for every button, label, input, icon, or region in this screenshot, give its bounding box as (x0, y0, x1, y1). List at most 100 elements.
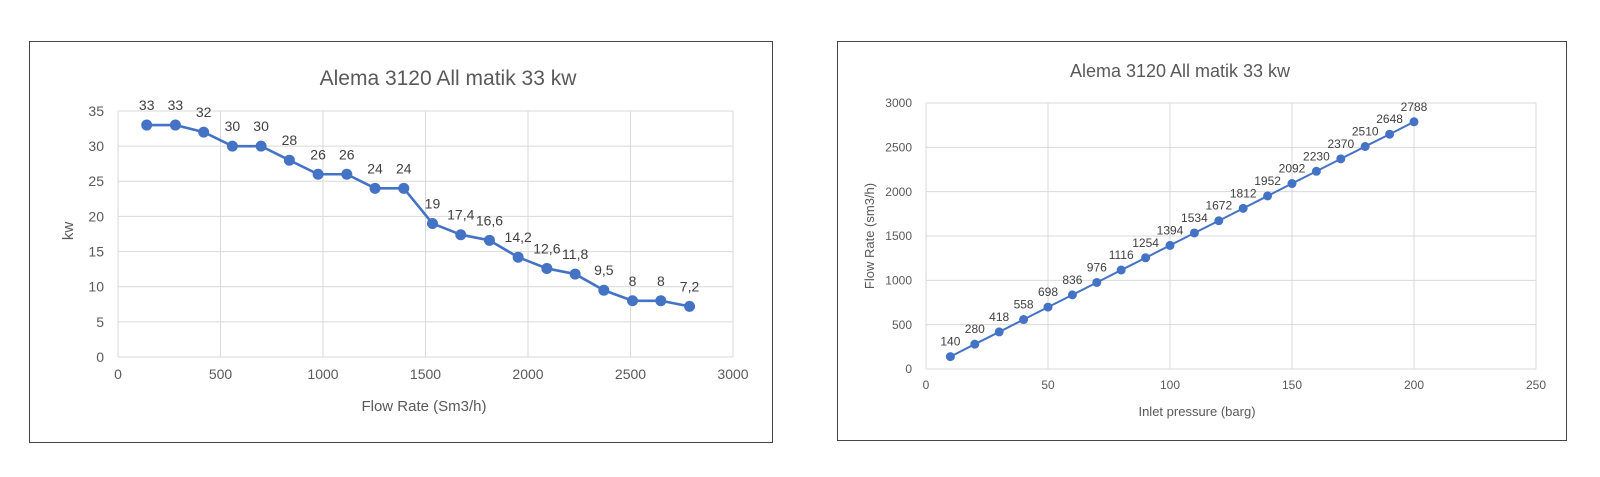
chart-2-data-point (994, 327, 1004, 337)
chart-2-data-label: 2648 (1376, 112, 1403, 126)
chart-1-data-point (283, 154, 295, 166)
chart-1-title: Alema 3120 All matik 33 kw (320, 67, 578, 90)
chart-1-x-tick-label: 500 (209, 366, 233, 382)
chart-2-data-label: 280 (965, 322, 985, 336)
chart-2-y-tick-label: 2500 (885, 141, 912, 155)
chart-2-data-label: 418 (989, 310, 1009, 324)
chart-1-y-tick-label: 0 (96, 349, 104, 365)
chart-1-data-point (483, 234, 495, 246)
chart-1-data-label: 26 (339, 146, 355, 162)
chart-1-series-line (146, 123, 690, 308)
chart-2-data-point (1189, 228, 1199, 238)
chart-1-y-tick-label: 20 (88, 208, 104, 224)
chart-2-data-point (1116, 265, 1126, 275)
chart-2-data-point (1165, 240, 1175, 250)
chart-2-y-tick-label: 2000 (885, 185, 912, 199)
chart-1-data-point (398, 182, 410, 194)
chart-1-data-label: 7,2 (680, 278, 700, 294)
chart-1-y-tick-label: 30 (88, 138, 104, 154)
chart-2-plot-area: 0 500 1000 1500 2000 2500 3000 0 50 100 150 200 250 1… (885, 96, 1546, 392)
chart-1-y-tick-label: 25 (88, 173, 104, 189)
chart-1-x-tick-label: 1500 (410, 366, 441, 382)
chart-2-data-label: 698 (1038, 285, 1058, 299)
chart-2-y-tick-label: 1500 (885, 229, 912, 243)
chart-1-data-label: 14,2 (505, 229, 532, 245)
chart-1-data-point (512, 251, 524, 263)
chart-1-data-point (255, 140, 267, 152)
chart-2-data-label: 140 (940, 335, 960, 349)
chart-2-data-label: 1394 (1157, 223, 1184, 237)
chart-2-series-line (949, 120, 1415, 358)
chart-2-x-tick-label: 50 (1041, 378, 1055, 392)
chart-2-data-label: 1534 (1181, 211, 1208, 225)
chart-2-data-point (1360, 141, 1370, 151)
chart-2-data-point (1385, 129, 1395, 139)
chart-1-data-label: 28 (282, 132, 298, 148)
chart-2-x-axis-label: Inlet pressure (barg) (1138, 404, 1255, 419)
chart-2-data-point (1043, 302, 1053, 312)
chart-1-y-tick-label: 35 (88, 103, 104, 119)
chart-1-data-point (226, 140, 238, 152)
chart-1-data-point (627, 295, 639, 307)
chart-2-data-point (945, 352, 955, 362)
chart-1-data-point (569, 268, 581, 280)
chart-2-y-axis-label: Flow Rate (sm3/h) (862, 183, 877, 289)
chart-power-vs-flow (29, 41, 773, 443)
chart-2-data-point (1263, 191, 1273, 201)
chart-2-x-tick-label: 250 (1526, 378, 1546, 392)
chart-2-data-label: 2230 (1303, 149, 1330, 163)
chart-flow-vs-pressure (837, 41, 1567, 441)
chart-1-data-point (312, 168, 324, 180)
chart-1-x-axis-label: Flow Rate (Sm3/h) (361, 398, 486, 415)
chart-2-data-point (1067, 290, 1077, 300)
chart-2-data-label: 2370 (1327, 137, 1354, 151)
chart-1-data-label: 8 (629, 273, 637, 289)
chart-2-data-label: 1812 (1230, 186, 1257, 200)
chart-2-data-label: 836 (1062, 273, 1082, 287)
chart-2-y-tick-label: 1000 (885, 274, 912, 288)
chart-1-data-label: 26 (310, 146, 326, 162)
chart-2-data-point (1287, 179, 1297, 189)
chart-1-data-label: 9,5 (594, 262, 614, 278)
chart-2-data-point (1092, 277, 1102, 287)
chart-1-x-tick-label: 0 (114, 366, 122, 382)
chart-2-x-tick-label: 200 (1404, 378, 1424, 392)
chart-2-title: Alema 3120 All matik 33 kw (1070, 61, 1291, 81)
chart-1-x-tick-label: 1000 (307, 366, 338, 382)
chart-1-y-tick-label: 10 (88, 279, 104, 295)
chart-1-data-label: 12,6 (533, 240, 560, 256)
chart-2-data-label: 976 (1087, 260, 1107, 274)
chart-1-data-label: 16,6 (476, 212, 503, 228)
chart-2-x-tick-label: 0 (923, 378, 930, 392)
chart-1-data-point (541, 262, 553, 274)
chart-1-data-label: 30 (253, 118, 269, 134)
chart-2-data-point (1409, 117, 1419, 127)
chart-2-data-label: 1254 (1132, 236, 1159, 250)
chart-2-data-label: 2788 (1401, 100, 1428, 114)
chart-1-plot-area: 0 5 10 15 20 25 30 35 0 500 1000 1500 2000 2500 3000 33… (88, 97, 748, 382)
chart-1-data-label: 33 (139, 97, 155, 113)
chart-1-data-label: 11,8 (562, 246, 588, 262)
chart-2-data-label: 2510 (1352, 124, 1379, 138)
chart-1-data-point (169, 119, 181, 131)
chart-2-y-tick-label: 0 (905, 362, 912, 376)
chart-1-data-point (369, 182, 381, 194)
chart-1-data-point (198, 126, 210, 138)
chart-1-data-point (598, 284, 610, 296)
chart-2-x-tick-label: 100 (1160, 378, 1180, 392)
chart-1-x-tick-label: 2000 (512, 366, 543, 382)
chart-2-data-label: 558 (1014, 298, 1034, 312)
chart-1-data-point (684, 300, 696, 312)
chart-1-data-label: 19 (425, 195, 441, 211)
chart-1-data-label: 24 (367, 160, 383, 176)
chart-1-y-tick-label: 15 (88, 243, 104, 259)
chart-2-data-point (1141, 253, 1151, 263)
chart-2-y-tick-label: 500 (892, 318, 912, 332)
chart-2-data-point (1311, 166, 1321, 176)
chart-2-data-label: 1116 (1109, 248, 1134, 262)
chart-1-data-label: 8 (657, 273, 665, 289)
chart-2-data-label: 1952 (1254, 174, 1281, 188)
chart-1-y-axis-label: kw (60, 222, 77, 241)
chart-1-data-label: 24 (396, 160, 412, 176)
chart-1-data-point (655, 295, 667, 307)
